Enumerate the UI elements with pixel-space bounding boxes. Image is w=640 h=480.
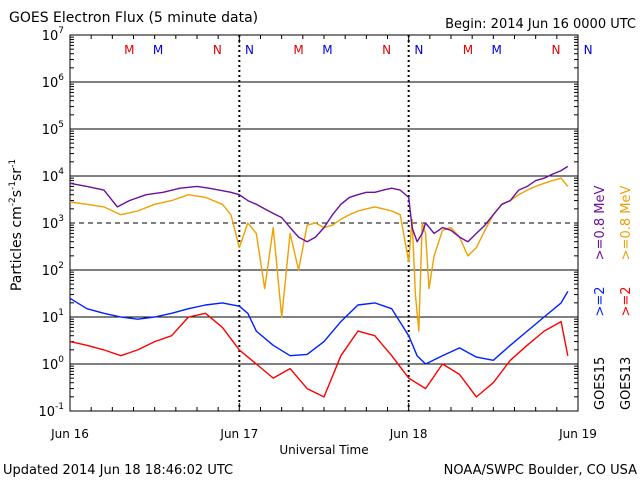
day-separators bbox=[69, 35, 579, 411]
series-goes13-2-mev bbox=[69, 312, 569, 398]
series-layer bbox=[69, 165, 569, 398]
y-axis-label-mid2: sr bbox=[9, 168, 25, 181]
begin-label: Begin: 2014 Jun 16 0000 UTC bbox=[445, 17, 636, 32]
y-tick-label: 106 bbox=[42, 73, 65, 91]
mn-marker-4: M bbox=[293, 43, 303, 57]
mn-marker-6: N bbox=[382, 43, 391, 57]
y-axis-label-sup1: -2 bbox=[8, 197, 18, 206]
legend-goes15-2mev: >=2 bbox=[593, 286, 608, 316]
x-tick-label: Jun 17 bbox=[219, 427, 258, 441]
legend-goes13-label: GOES13 bbox=[619, 357, 634, 410]
x-tick-labels: Jun 16 Jun 17 Jun 18 Jun 19 bbox=[50, 427, 597, 441]
right-legend-goes13: GOES13 >=2 >=0.8 MeV bbox=[619, 186, 634, 410]
chart-title: GOES Electron Flux (5 minute data) bbox=[9, 10, 258, 26]
x-tick-label: Jun 16 bbox=[50, 427, 89, 441]
y-tick-labels: 107 106 105 104 103 102 101 100 10-1 bbox=[38, 26, 64, 420]
y-tick-label: 10-1 bbox=[38, 402, 64, 420]
mn-marker-3: N bbox=[245, 43, 254, 57]
mn-marker-0: M bbox=[124, 43, 134, 57]
y-tick-label: 103 bbox=[42, 214, 64, 232]
y-axis-label-sup3: -1 bbox=[8, 159, 18, 168]
mn-marker-9: M bbox=[492, 43, 502, 57]
x-tick-label: Jun 19 bbox=[558, 427, 597, 441]
y-tick-label: 105 bbox=[42, 120, 64, 138]
y-tick-label: 107 bbox=[42, 26, 64, 44]
right-legend-goes15: GOES15 >=2 >=0.8 MeV bbox=[593, 186, 608, 410]
source-label: NOAA/SWPC Boulder, CO USA bbox=[444, 463, 637, 478]
y-tick-label: 102 bbox=[42, 261, 64, 279]
mn-marker-8: M bbox=[463, 43, 473, 57]
x-axis-label: Universal Time bbox=[279, 443, 368, 457]
mn-marker-11: N bbox=[584, 43, 593, 57]
legend-goes13-2mev: >=2 bbox=[619, 286, 634, 316]
y-tick-label: 104 bbox=[42, 167, 65, 185]
y-axis-label-sup2: -1 bbox=[8, 181, 18, 190]
x-tick-label: Jun 18 bbox=[389, 427, 428, 441]
legend-goes13-08mev: >=0.8 MeV bbox=[619, 186, 634, 261]
series-goes15-0-8-mev bbox=[69, 165, 569, 243]
mn-marker-2: N bbox=[213, 43, 222, 57]
mn-marker-7: N bbox=[414, 43, 423, 57]
gridlines bbox=[70, 36, 578, 398]
y-tick-label: 101 bbox=[42, 308, 64, 326]
legend-goes15-label: GOES15 bbox=[593, 357, 608, 410]
mn-marker-10: N bbox=[551, 43, 560, 57]
y-tick-label: 100 bbox=[42, 355, 65, 373]
legend-goes15-08mev: >=0.8 MeV bbox=[593, 186, 608, 261]
y-axis-label-main: Particles cm bbox=[9, 206, 25, 291]
mn-marker-5: M bbox=[322, 43, 332, 57]
series-goes15-2-mev bbox=[69, 291, 569, 365]
mn-marker-1: M bbox=[153, 43, 163, 57]
series-goes13-0-8-mev bbox=[69, 177, 569, 332]
updated-label: Updated 2014 Jun 18 18:46:02 UTC bbox=[3, 463, 233, 478]
y-axis-label: Particles cm-2s-1sr-1 bbox=[8, 159, 25, 291]
y-axis-label-mid1: s bbox=[9, 190, 25, 197]
